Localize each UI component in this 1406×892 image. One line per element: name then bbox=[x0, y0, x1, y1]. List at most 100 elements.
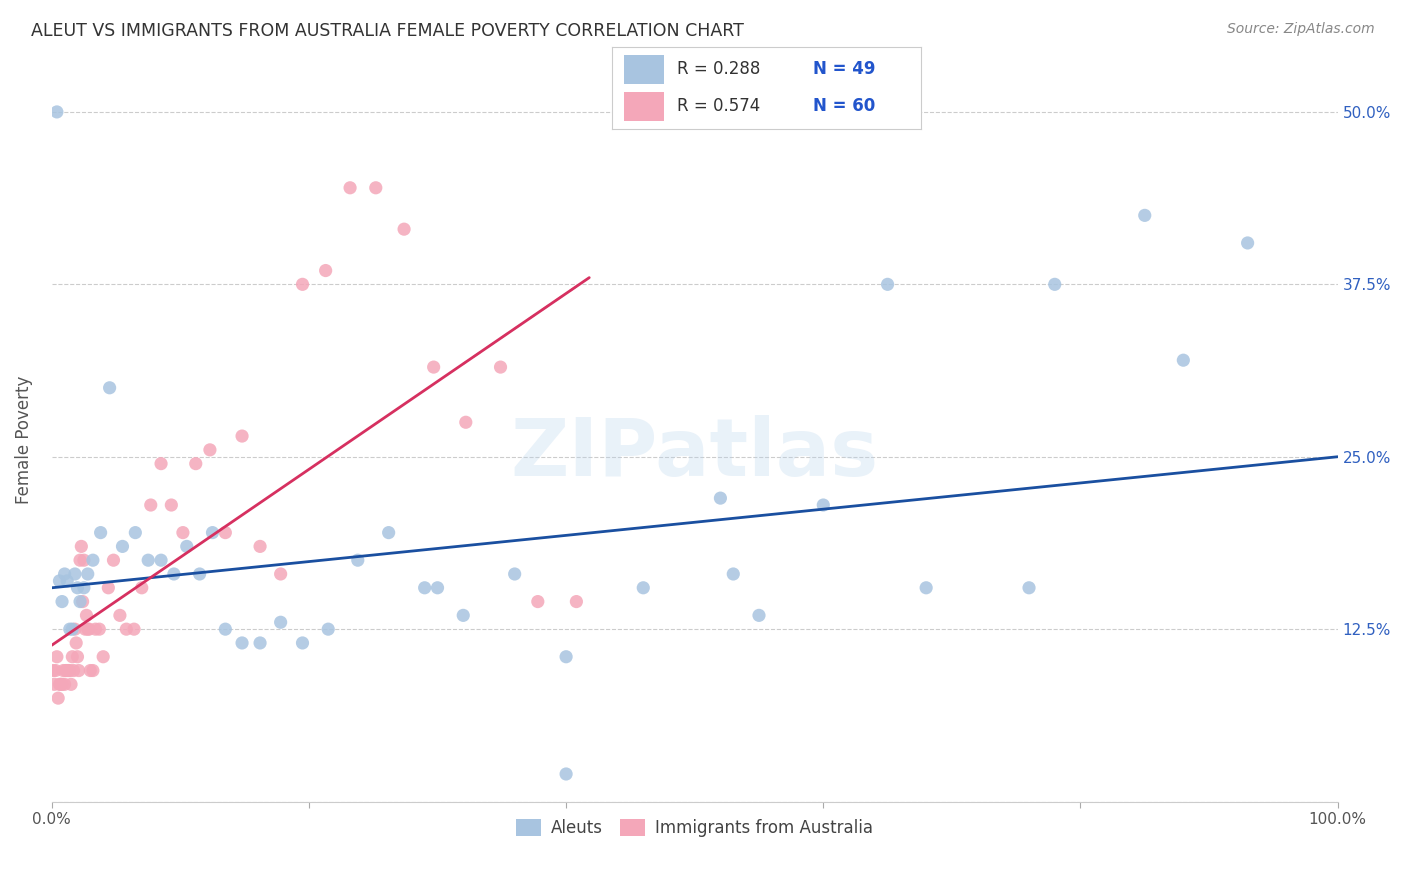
Point bbox=[136, 553, 159, 567]
Point bbox=[316, 622, 339, 636]
Point bbox=[565, 594, 588, 608]
Point bbox=[67, 664, 90, 678]
Point bbox=[1018, 581, 1040, 595]
Bar bbox=[624, 93, 664, 121]
Point bbox=[56, 574, 79, 588]
Bar bbox=[624, 55, 664, 84]
Point bbox=[82, 664, 104, 678]
Point bbox=[45, 649, 67, 664]
Point bbox=[70, 540, 93, 554]
Point bbox=[915, 581, 938, 595]
Point bbox=[184, 457, 207, 471]
Point bbox=[53, 677, 76, 691]
Point bbox=[46, 691, 69, 706]
Point bbox=[709, 491, 731, 505]
Point bbox=[339, 181, 361, 195]
Point bbox=[813, 498, 835, 512]
Point bbox=[1236, 235, 1258, 250]
Point bbox=[176, 540, 198, 554]
Text: N = 49: N = 49 bbox=[813, 61, 875, 78]
Point bbox=[555, 767, 578, 781]
Point bbox=[122, 622, 145, 636]
Point bbox=[270, 566, 292, 581]
Point bbox=[198, 442, 221, 457]
Point bbox=[214, 622, 236, 636]
Point bbox=[82, 553, 104, 567]
Point bbox=[1043, 277, 1066, 292]
Point bbox=[48, 574, 70, 588]
Point bbox=[63, 566, 86, 581]
Point bbox=[392, 222, 415, 236]
Point bbox=[48, 677, 70, 691]
Legend: Aleuts, Immigrants from Australia: Aleuts, Immigrants from Australia bbox=[510, 813, 880, 844]
Point bbox=[150, 457, 173, 471]
Point bbox=[201, 525, 224, 540]
Point bbox=[270, 615, 292, 630]
Point bbox=[75, 622, 97, 636]
Text: N = 60: N = 60 bbox=[813, 97, 875, 115]
Text: R = 0.574: R = 0.574 bbox=[676, 97, 759, 115]
Point bbox=[79, 664, 101, 678]
Point bbox=[42, 664, 65, 678]
Point bbox=[45, 104, 67, 119]
Point bbox=[188, 566, 211, 581]
Point bbox=[84, 622, 107, 636]
Point bbox=[62, 664, 84, 678]
Text: ALEUT VS IMMIGRANTS FROM AUSTRALIA FEMALE POVERTY CORRELATION CHART: ALEUT VS IMMIGRANTS FROM AUSTRALIA FEMAL… bbox=[31, 22, 744, 40]
Point bbox=[73, 581, 96, 595]
Point bbox=[108, 608, 131, 623]
Point bbox=[172, 525, 194, 540]
Point bbox=[60, 649, 83, 664]
Point bbox=[413, 581, 436, 595]
Text: Source: ZipAtlas.com: Source: ZipAtlas.com bbox=[1227, 22, 1375, 37]
Point bbox=[723, 566, 745, 581]
Point bbox=[214, 525, 236, 540]
Point bbox=[346, 553, 368, 567]
Point bbox=[45, 664, 67, 678]
Point bbox=[55, 664, 77, 678]
Point bbox=[60, 622, 83, 636]
Text: ZIPatlas: ZIPatlas bbox=[510, 415, 879, 493]
Point bbox=[56, 664, 79, 678]
Point bbox=[44, 677, 66, 691]
Point bbox=[115, 622, 138, 636]
Point bbox=[59, 664, 82, 678]
Point bbox=[89, 622, 111, 636]
Point bbox=[291, 277, 314, 292]
Point bbox=[291, 636, 314, 650]
Point bbox=[139, 498, 162, 512]
Point bbox=[131, 581, 153, 595]
Point bbox=[98, 381, 121, 395]
Point bbox=[73, 553, 96, 567]
Point bbox=[249, 636, 271, 650]
Point bbox=[527, 594, 550, 608]
Point bbox=[76, 622, 98, 636]
Point bbox=[555, 649, 578, 664]
Point bbox=[454, 415, 477, 429]
Point bbox=[51, 594, 73, 608]
Point bbox=[76, 608, 98, 623]
Point bbox=[72, 594, 94, 608]
Point bbox=[51, 677, 73, 691]
Point bbox=[66, 649, 89, 664]
Point bbox=[52, 664, 75, 678]
Point bbox=[65, 636, 87, 650]
Point bbox=[53, 566, 76, 581]
Point bbox=[231, 636, 253, 650]
Point bbox=[69, 553, 91, 567]
Point bbox=[160, 498, 183, 512]
Point bbox=[150, 553, 173, 567]
Point bbox=[364, 181, 387, 195]
Point bbox=[489, 360, 512, 375]
Point bbox=[426, 581, 449, 595]
Point bbox=[315, 263, 337, 277]
Point bbox=[876, 277, 898, 292]
Point bbox=[59, 622, 82, 636]
Point bbox=[1133, 208, 1156, 222]
Point bbox=[58, 664, 80, 678]
Point bbox=[1173, 353, 1195, 368]
Point bbox=[111, 540, 134, 554]
Point bbox=[103, 553, 125, 567]
Point bbox=[63, 622, 86, 636]
Text: R = 0.288: R = 0.288 bbox=[676, 61, 759, 78]
